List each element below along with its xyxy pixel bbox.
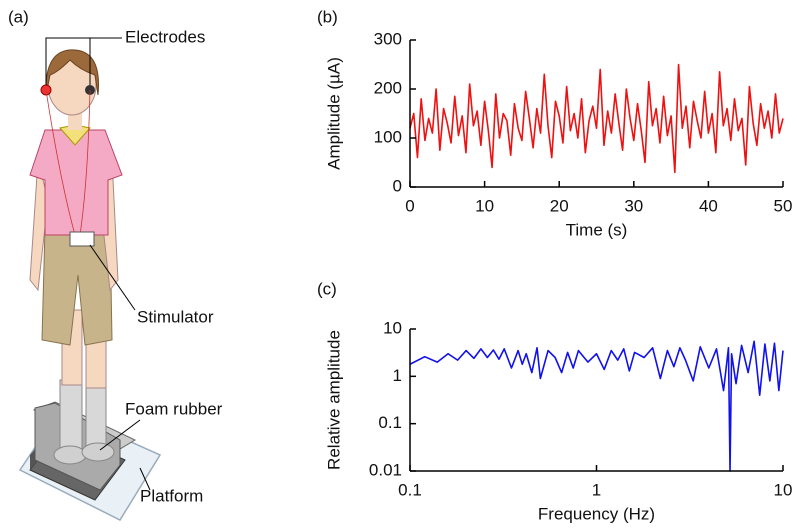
y-tick-label: 200 [374, 78, 402, 97]
x-tick-label: 10 [475, 196, 494, 215]
data-line [409, 63, 784, 174]
y-axis-label: Amplitude (µA) [324, 57, 343, 170]
x-tick-label: 20 [550, 196, 569, 215]
y-axis-label: Relative amplitude [324, 330, 343, 470]
x-tick-label: 10 [774, 480, 793, 499]
x-axis-label: Time (s) [566, 220, 628, 239]
illustration: (a) Electrodes Stimula [8, 7, 223, 521]
y-tick-label: 10 [383, 318, 402, 337]
y-tick-label: 0 [393, 176, 402, 195]
panel-label: (b) [317, 7, 338, 26]
x-axis-label: Frequency (Hz) [538, 504, 655, 523]
x-tick-label: 1 [592, 480, 601, 499]
panel-label: (a) [8, 7, 29, 26]
annotation: Foam rubber [125, 399, 223, 418]
x-tick-label: 0 [405, 196, 414, 215]
y-tick-label: 300 [374, 29, 402, 48]
data-line [409, 340, 784, 472]
y-tick-label: 100 [374, 127, 402, 146]
y-tick-label: 0.1 [378, 413, 402, 432]
annotation: Stimulator [137, 307, 214, 326]
x-tick-label: 40 [699, 196, 718, 215]
panel-label: (c) [317, 279, 337, 298]
x-tick-label: 30 [624, 196, 643, 215]
y-tick-label: 1 [393, 366, 402, 385]
annotation: Platform [140, 486, 203, 505]
x-tick-label: 50 [774, 196, 793, 215]
annotation: Electrodes [125, 27, 205, 46]
x-tick-label: 0.1 [398, 480, 422, 499]
y-tick-label: 0.01 [369, 460, 402, 479]
